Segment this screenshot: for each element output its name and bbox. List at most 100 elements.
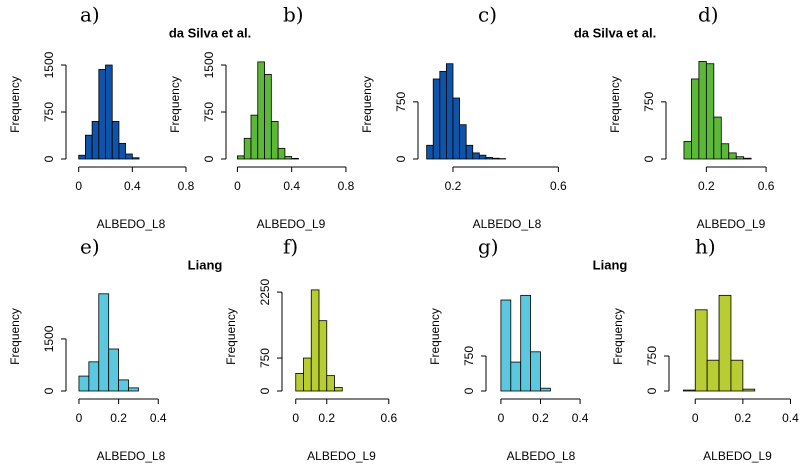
x-tick-label: 0.2 [110,411,127,425]
y-tick-label: 0 [645,387,659,394]
bar [540,387,551,392]
x-axis-label: ALBEDO_L8 [507,449,576,463]
y-tick-label: 0 [394,155,408,162]
bar [257,61,265,160]
bar [105,64,113,160]
bar [452,97,460,160]
bar [465,144,474,160]
bar [237,155,245,160]
panel-label: c) [478,3,497,27]
x-tick-label: 0.6 [550,179,567,193]
panel-title: Liang [188,257,223,272]
y-tick-label: 0 [202,155,216,162]
bar [310,289,320,392]
x-tick-label: 0 [234,179,241,193]
bar [131,157,140,160]
x-axis-label: ALBEDO_L8 [97,217,166,231]
bar [270,121,279,160]
x-tick-label: 0.4 [283,179,300,193]
y-tick-label: 750 [42,102,56,122]
x-tick-label: 0.2 [445,179,462,193]
bar [520,294,532,392]
x-tick-label: 0.6 [758,179,775,193]
bar [326,375,335,392]
y-axis-label: Frequency [8,76,22,133]
panel-label: e) [80,235,100,259]
panel-title: Liang [593,257,628,272]
y-axis-label: Frequency [168,76,182,133]
bar [743,157,752,160]
bar [264,74,272,160]
y-tick-label: 1500 [202,51,216,78]
x-tick-label: 0.2 [735,411,752,425]
y-tick-label: 0 [42,387,56,394]
bar [459,124,467,160]
bar [98,293,110,392]
y-axis-label: Frequency [360,76,374,133]
bar [291,157,299,160]
panel-label: f) [283,235,298,259]
y-axis-label: Frequency [611,308,625,365]
x-tick-label: 0.2 [532,411,549,425]
bar [445,63,454,160]
bar [439,70,447,160]
y-tick-label: 0 [642,155,656,162]
bar [111,121,120,160]
bar [91,121,100,160]
bar [698,61,707,160]
bar [510,361,522,392]
x-tick-label: 0.8 [178,179,195,193]
x-axis-label: ALBEDO_L8 [97,449,166,463]
bar [694,309,708,392]
x-axis-label: ALBEDO_L9 [697,217,766,231]
x-tick-label: 0.2 [318,411,335,425]
bar [334,387,343,392]
bar [426,144,434,160]
bar [432,78,441,160]
y-tick-label: 2250 [258,278,272,305]
y-axis-label: Frequency [428,308,442,365]
x-axis-label: ALBEDO_L8 [473,217,542,231]
bar [478,154,487,160]
panel-label: d) [698,3,719,27]
y-tick-label: 750 [645,346,659,366]
bar [728,152,737,160]
panel-title: da Silva et al. [574,25,656,40]
bar [243,137,252,160]
x-tick-label: 0 [692,411,699,425]
bar [530,351,541,392]
x-axis-label: ALBEDO_L9 [703,449,772,463]
x-axis-label: ALBEDO_L9 [257,217,326,231]
bar [730,359,744,392]
bar [485,157,493,160]
panel-label: h) [695,235,716,259]
y-tick-label: 0 [258,387,272,394]
panel-label: g) [478,235,499,259]
x-tick-label: 0 [76,411,83,425]
panel-label: b) [283,3,304,27]
bar [284,156,293,160]
y-axis-label: Frequency [224,308,238,365]
bar [500,299,512,392]
x-tick-label: 0.4 [150,411,167,425]
x-axis-label: ALBEDO_L9 [307,449,376,463]
bar [303,357,312,392]
bar [125,153,133,160]
x-tick-label: 0 [292,411,299,425]
bar [706,359,720,392]
y-tick-label: 750 [258,348,272,368]
y-tick-label: 750 [394,92,408,112]
bar [691,78,700,160]
bar [78,375,90,392]
x-tick-label: 0.2 [698,179,715,193]
bar [118,142,127,160]
bar [108,348,120,392]
y-tick-label: 1500 [42,51,56,78]
bar [128,387,139,392]
y-axis-label: Frequency [8,308,22,365]
y-tick-label: 0 [42,155,56,162]
bar [85,134,93,160]
bar [277,147,286,160]
bar [683,141,692,160]
bar [98,69,106,160]
